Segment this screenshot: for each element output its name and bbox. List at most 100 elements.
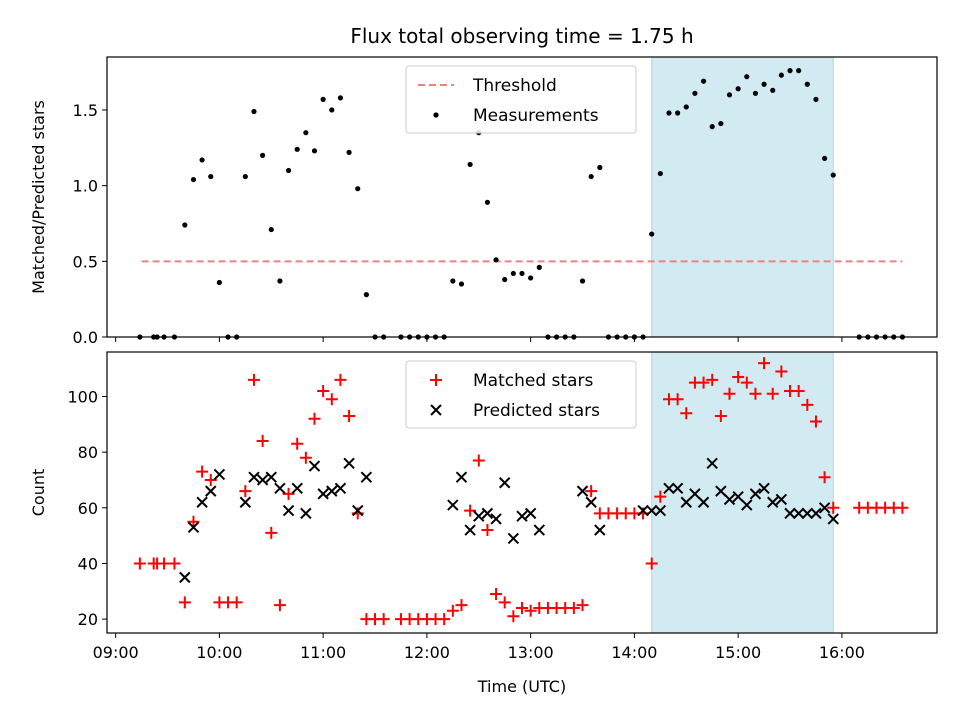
x-tick-label: 11:00 [300,643,346,662]
measurement-point [700,78,707,84]
predicted-star-point [265,471,277,483]
x-tick-label: 14:00 [611,643,657,662]
measurement-point [744,74,750,80]
matched-star-point [273,599,286,612]
matched-star-point [585,485,598,498]
top-y-axis-label: Matched/Predicted stars [29,100,48,294]
predicted-star-point [723,493,736,506]
predicted-star-point [187,521,200,533]
matched-star-point [758,357,771,370]
measurement-point [692,90,698,96]
predicted-star-point [248,471,260,483]
measurement-point [718,120,724,127]
bottom-legend-box [405,360,637,429]
matched-star-point [239,485,252,498]
predicted-star-point [801,507,814,520]
measurement-point [787,68,793,74]
predicted-star-point [455,471,468,483]
measurement-point [588,173,594,180]
figure-title: Flux total observing time = 1.75 h [350,24,693,48]
predicted-star-point [810,507,822,520]
measurement-point [657,170,663,177]
measurement-point [536,264,542,270]
x-tick-label: 13:00 [508,643,554,662]
matched-star-point [133,557,146,570]
matched-star-point [524,604,537,617]
matched-star-point [507,610,520,623]
matched-star-point [334,373,347,386]
measurement-point [822,155,828,162]
measurement-point [268,226,274,233]
matched-star-point [801,398,814,411]
x-tick-label: 09:00 [93,643,139,662]
predicted-star-point [706,457,718,469]
predicted-star-point [360,471,373,483]
predicted-star-point [317,488,329,500]
matched-star-point [697,376,710,389]
matched-star-point [766,387,779,400]
predicted-star-point [274,482,286,495]
measurement-point [683,104,689,110]
predicted-star-point [516,510,528,522]
measurement-point [735,86,741,92]
measurement-point [199,157,205,163]
measurement-point [579,278,586,284]
measurement-point [260,152,266,158]
x-tick-label: 15:00 [715,643,761,662]
matched-star-point [343,409,356,422]
matched-star-point [654,490,667,503]
measurement-point [294,146,300,152]
matched-star-point [299,451,312,464]
top-axes-frame [106,56,938,338]
measurement-point [346,149,352,155]
matched-star-point [740,376,753,389]
top-observing-span [651,56,834,338]
predicted-star-point [490,513,502,525]
measurement-point [285,167,292,174]
bottom-y-tick-label: 80 [78,443,98,462]
bottom-axes-frame [106,351,938,634]
predicted-star-point [524,507,537,520]
matched-star-point [178,596,191,609]
predicted-star-point [637,504,649,517]
legend-matched-handle [430,374,442,386]
matched-star-point [291,437,304,450]
matched-star-point [317,384,330,397]
x-tick-label: 12:00 [404,643,450,662]
matched-star-point [282,487,295,500]
measurement-point [675,110,681,116]
legend-label: Matched stars [473,371,593,391]
bottom-y-axis-label: Count [29,469,48,517]
matched-star-point [680,407,693,420]
predicted-star-point [300,507,312,520]
measurement-point [216,279,222,286]
top-panel: 0.0 0.5 1.0 1.5 Matched/Predicted stars Thres… [29,56,938,347]
predicted-star-point [447,499,459,511]
measurement-point [761,81,767,87]
matched-star-point [481,524,494,537]
measurement-point [726,92,733,98]
matched-star-point [455,599,468,612]
predicted-star-point [654,504,667,517]
legend-label: Measurements [473,106,599,126]
measurement-point [502,276,508,283]
matched-star-point [230,596,243,609]
matched-star-point [818,471,831,484]
predicted-star-point [481,507,494,520]
measurement-point [251,108,257,115]
matched-star-point [204,473,217,486]
predicted-star-point [784,507,796,520]
measurement-point [190,176,197,183]
measurement-point [830,172,836,178]
predicted-star-point [326,485,338,497]
measurement-point [484,199,491,205]
predicted-star-point [585,496,597,508]
matched-star-point [827,501,840,514]
measurement-point [649,231,655,237]
predicted-star-point [818,502,831,514]
predicted-star-point [792,507,805,520]
measurement-point [528,275,534,281]
matched-star-point [377,613,390,626]
measurement-point [277,278,283,284]
